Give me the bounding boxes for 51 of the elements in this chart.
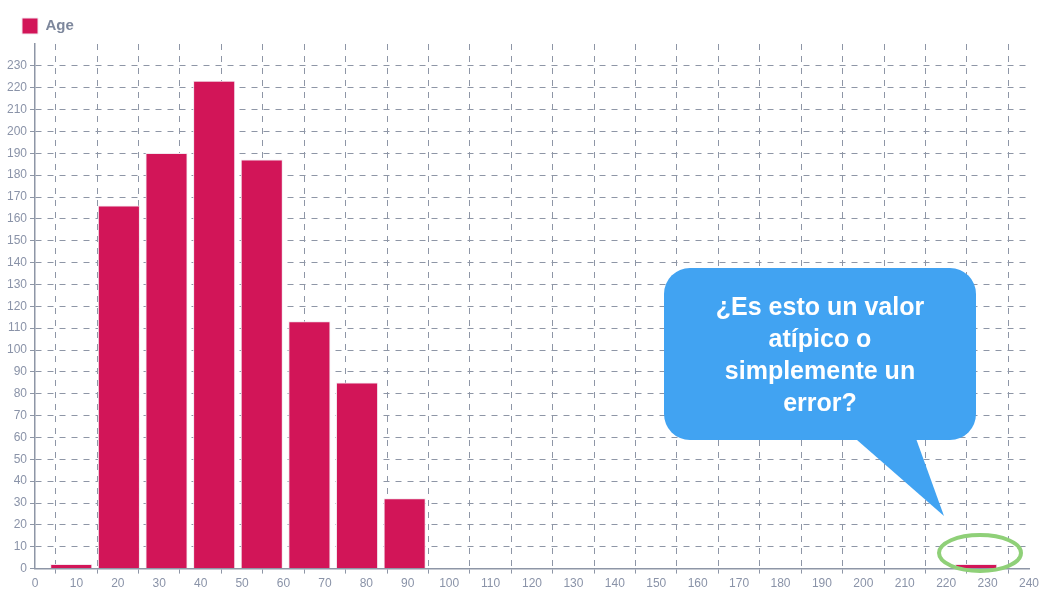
y-tick-label: 110 — [7, 320, 28, 335]
x-tick-label: 90 — [401, 576, 415, 591]
y-tick-label: 80 — [13, 386, 28, 401]
y-tick-label: 210 — [6, 101, 28, 116]
x-tick-label: 160 — [687, 576, 709, 591]
x-tick-label: 0 — [31, 576, 39, 591]
x-tick-label: 190 — [811, 576, 833, 591]
x-tick-label: 180 — [770, 576, 791, 591]
x-tick-label: 200 — [853, 576, 874, 591]
x-tick-label: 140 — [604, 576, 626, 591]
x-tick-label: 10 — [69, 576, 84, 591]
y-tick-label: 10 — [13, 539, 28, 554]
legend-label: Age — [45, 16, 74, 34]
x-tick-label: 80 — [359, 576, 374, 591]
y-tick-label: 200 — [6, 123, 28, 138]
y-tick-label: 170 — [6, 189, 28, 204]
y-tick-label: 180 — [6, 167, 28, 182]
x-tick-label: 100 — [439, 576, 460, 591]
x-tick-label: 220 — [936, 576, 957, 591]
x-tick-label: 60 — [276, 576, 291, 591]
y-tick-label: 150 — [6, 233, 28, 248]
y-tick-label: 20 — [13, 517, 28, 532]
x-tick-label: 230 — [977, 576, 998, 591]
x-tick-label: 50 — [235, 576, 250, 591]
y-tick-label: 220 — [6, 80, 28, 95]
x-tick-label: 120 — [522, 576, 543, 591]
x-tick-label: 130 — [563, 576, 584, 591]
x-tick-label: 30 — [152, 576, 167, 591]
y-tick-label: 70 — [13, 407, 28, 422]
x-tick-label: 110 — [481, 576, 501, 591]
x-tick-label: 240 — [1018, 576, 1040, 591]
y-tick-label: 100 — [6, 342, 28, 357]
x-tick-label: 40 — [194, 576, 208, 591]
x-tick-label: 70 — [318, 576, 332, 591]
x-tick-label: 20 — [111, 576, 125, 591]
x-tick-label: 210 — [894, 576, 916, 591]
y-tick-label: 30 — [13, 495, 28, 510]
y-tick-label: 0 — [20, 560, 28, 575]
y-tick-label: 230 — [6, 58, 28, 73]
y-tick-label: 140 — [6, 254, 28, 269]
x-tick-label: 150 — [646, 576, 667, 591]
y-tick-label: 60 — [13, 429, 28, 444]
y-tick-label: 190 — [6, 145, 28, 160]
annotation: ¿Es esto un valor atípico o simplemente un error? — [664, 268, 976, 440]
y-tick-label: 130 — [6, 276, 28, 291]
y-tick-label: 120 — [6, 298, 28, 313]
y-tick-label: 160 — [6, 211, 28, 226]
y-tick-label: 50 — [13, 451, 28, 466]
y-tick-label: 90 — [13, 364, 28, 379]
x-tick-label: 170 — [729, 576, 750, 591]
y-tick-label: 40 — [13, 473, 28, 488]
